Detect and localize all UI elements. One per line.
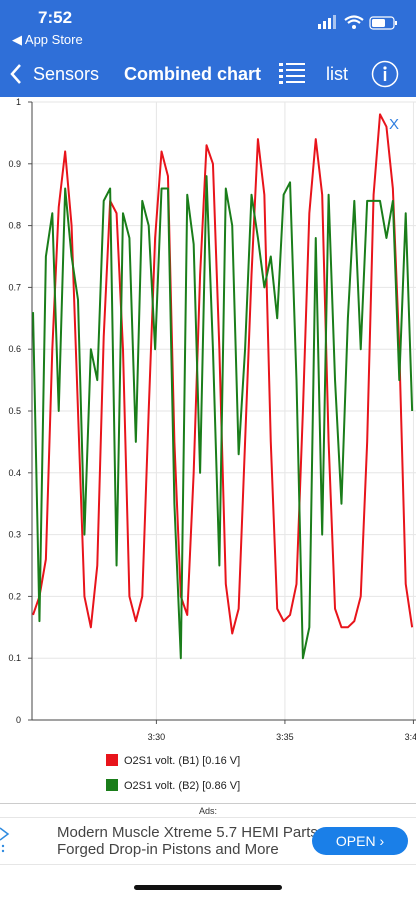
legend-label: O2S1 volt. (B2) [0.86 V] [124,780,240,792]
ad-banner[interactable]: Modern Muscle Xtreme 5.7 HEMI Parts Forg… [0,817,416,865]
y-tick-label: 0.1 [8,653,21,663]
ad-icon [0,827,10,853]
chart: X 0 0.1 0.2 0.3 0.4 0.5 0.6 0.7 0.8 0.9 1 3:30 3:35 3… [8,97,416,792]
legend-swatch [106,754,118,766]
list-icon[interactable] [279,62,305,84]
y-tick-label: 0.9 [8,159,21,169]
y-tick-label: 0.4 [8,468,21,478]
ad-open-label: OPEN [335,833,376,849]
x-tick-label: 3:35 [276,732,294,742]
ad-label: Ads: [198,806,217,816]
clock: 7:52 [38,8,73,27]
ad-title: Modern Muscle Xtreme 5.7 HEMI Parts [57,824,318,841]
y-tick-label: 0.3 [8,530,21,540]
close-button[interactable]: X [389,116,399,133]
legend-swatch [106,779,118,791]
nav-title: Combined chart [124,64,262,84]
divider [0,803,416,804]
series-line [32,175,414,660]
y-tick-label: 0 [16,715,21,725]
list-button[interactable]: list [326,64,348,84]
back-app[interactable]: ◀ App Store [12,32,83,47]
back-app-label: App Store [24,32,83,47]
back-chevron[interactable] [8,62,24,86]
y-tick-label: 0.6 [8,344,21,354]
ad-subtitle: Forged Drop-in Pistons and More [57,841,279,858]
y-tick-label: 0.5 [8,406,21,416]
x-tick-label: 3:30 [148,732,166,742]
info-button[interactable] [371,60,399,88]
home-indicator [134,885,282,890]
series-line [32,113,414,635]
status-icons [318,15,397,30]
x-tick-label: 3:40 [405,732,416,742]
y-tick-label: 0.7 [8,282,21,292]
ad-open-button[interactable]: OPEN › [312,827,408,855]
y-tick-label: 1 [16,97,21,107]
legend-label: O2S1 volt. (B1) [0.16 V] [124,755,240,767]
y-tick-label: 0.2 [8,591,21,601]
y-tick-label: 0.8 [8,221,21,231]
back-button[interactable]: Sensors [33,64,100,84]
header: 7:52 ◀ App Store Sensors Combined chart … [0,0,416,97]
